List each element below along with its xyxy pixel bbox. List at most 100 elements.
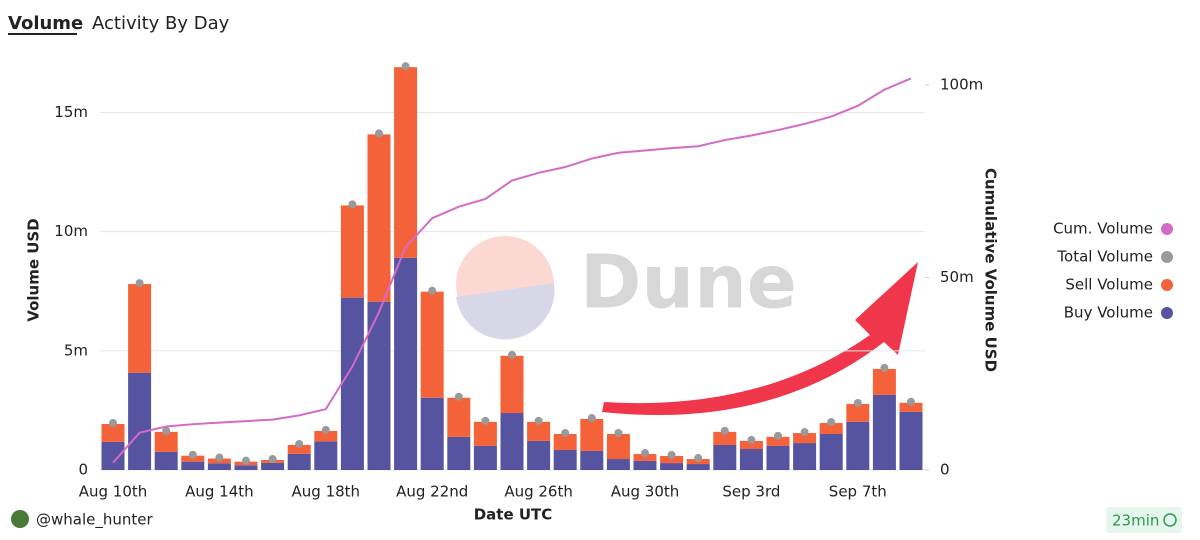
bar-segment [899, 411, 923, 470]
total-dot [268, 454, 277, 463]
bar-segment [899, 402, 923, 412]
total-dot [880, 363, 889, 372]
age-text: 23min [1112, 512, 1159, 530]
total-dot [135, 279, 144, 288]
x-tick-label: Aug 26th [504, 483, 573, 501]
total-dot [694, 454, 703, 463]
total-dot [401, 62, 410, 71]
bar-segment [447, 436, 471, 470]
total-dot [907, 397, 915, 406]
x-tick-label: Aug 30th [611, 483, 680, 501]
legend-label: Total Volume [1056, 248, 1153, 266]
total-dot [162, 426, 171, 435]
total-dot [508, 350, 516, 359]
bar-segment [287, 453, 311, 470]
bar-segment [553, 449, 577, 470]
total-dot [295, 439, 304, 448]
bar-segment [128, 284, 152, 373]
bar-segment [394, 67, 418, 258]
legend-swatch [1161, 307, 1173, 319]
total-dot [188, 450, 197, 459]
total-dot [428, 286, 437, 295]
legend-label: Cum. Volume [1053, 220, 1153, 238]
total-dot [587, 413, 596, 422]
bar-segment [207, 463, 231, 470]
tab-volume[interactable]: Volume [8, 13, 83, 34]
bar-segment [154, 451, 178, 470]
x-tick-label: Aug 10th [79, 483, 148, 501]
total-dot [667, 450, 676, 459]
bar-segment [739, 440, 763, 450]
bar-segment [739, 449, 763, 470]
bar-segment [340, 205, 364, 298]
bar-segment [660, 463, 684, 470]
total-dot [614, 429, 623, 438]
bar-segment [314, 430, 338, 442]
bar-segment [872, 368, 896, 395]
bar-segment [287, 444, 311, 454]
bar-segment [766, 445, 790, 470]
bar-segment [713, 431, 737, 445]
bar-segment [234, 465, 258, 470]
bar-segment [500, 355, 524, 414]
bar-segment [128, 372, 152, 470]
x-tick-label: Sep 7th [829, 483, 887, 501]
bar-segment [580, 418, 604, 451]
bar-segment [819, 423, 843, 435]
total-dot [375, 129, 383, 138]
x-tick-label: Aug 14th [185, 483, 254, 501]
bar-segment [606, 434, 630, 460]
bar-segment [394, 257, 418, 470]
bar-segment [527, 421, 551, 441]
x-axis-title: Date UTC [474, 506, 553, 524]
y-tick-label: 0 [78, 461, 88, 479]
bar-segment [580, 450, 604, 470]
total-dot [800, 428, 809, 437]
y2-axis-title: Cumulative Volume USD [982, 168, 1000, 372]
bar-segment [713, 444, 737, 470]
bar-segment [473, 445, 497, 470]
y2-tick-label: 100m [940, 76, 983, 94]
total-dot [641, 449, 649, 458]
bar-segment [606, 459, 630, 470]
bar-segment [766, 436, 790, 446]
bar-segment [181, 461, 205, 470]
bar-segment [819, 434, 843, 470]
bar-segment [686, 464, 710, 470]
bar-segment [846, 421, 870, 470]
total-dot [454, 392, 463, 401]
legend-swatch [1161, 279, 1173, 291]
x-tick-label: Sep 3rd [722, 483, 780, 501]
bar-segment [447, 397, 471, 437]
bar-segment [793, 443, 817, 470]
total-dot [481, 416, 490, 425]
y2-tick-label: 50m [940, 268, 974, 286]
total-dot [109, 418, 117, 427]
bar-segment [527, 440, 551, 470]
cum-line [112, 77, 912, 464]
watermark-logo-half [456, 283, 555, 340]
y-tick-label: 5m [64, 341, 88, 359]
total-dot [747, 435, 756, 444]
total-dot [348, 200, 357, 209]
bar-segment [101, 441, 125, 470]
watermark: Dune [456, 236, 797, 340]
bar-segment [553, 434, 577, 450]
total-dot [720, 426, 729, 435]
total-dot [215, 453, 224, 462]
bar-segment [314, 441, 338, 470]
bar-segment [846, 403, 870, 422]
legend-label: Sell Volume [1065, 276, 1153, 294]
bar-segment [633, 460, 657, 470]
y2-tick-label: 0 [940, 461, 950, 479]
y-tick-label: 15m [54, 103, 88, 121]
legend-swatch [1161, 223, 1173, 235]
bar-segment [633, 454, 657, 461]
bar-segment [793, 433, 817, 444]
tab-activity[interactable]: Activity By Day [92, 13, 230, 34]
y-axis-title: Volume USD [25, 218, 43, 321]
total-dot [827, 418, 836, 427]
check-icon [1163, 513, 1177, 527]
bar-segment [367, 301, 391, 470]
